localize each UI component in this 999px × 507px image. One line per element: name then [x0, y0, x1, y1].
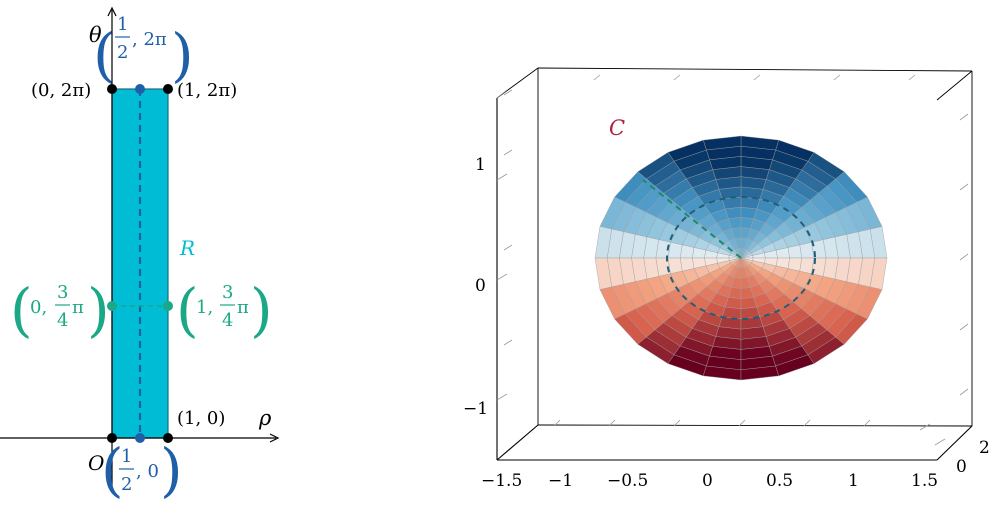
mid-bottom-num: 1 [121, 446, 132, 467]
side-right-label: ( 1, 3 4 π ) [176, 276, 273, 344]
surface-patch [870, 257, 888, 290]
y-tick-label: 0 [956, 457, 967, 477]
side-left-paren-left: ( [10, 276, 33, 344]
surface-label: C [609, 116, 625, 140]
left-panel: θ ρ O R (0, 2π) (1, 2π) (1, 0) ( 1 2 , 2… [0, 6, 280, 504]
side-right-suffix: π [237, 297, 249, 318]
right-panel: C −1.5 −1 −0.5 0 0.5 1 1.5 0 2 1 0 −1 [463, 67, 990, 491]
mid-bottom-den: 2 [121, 474, 132, 495]
side-left-prefix: 0, [30, 297, 47, 318]
mid-top-paren-left: ( [93, 21, 116, 89]
x-tick-label: −0.5 [607, 471, 648, 491]
side-left-den: 4 [57, 310, 68, 331]
mid-bottom-label: ( 1 2 , 0 ) [101, 436, 183, 504]
side-left-num: 3 [57, 282, 68, 303]
y-tick-label: 2 [979, 438, 990, 458]
mid-top-den: 2 [117, 42, 128, 63]
surface-patch [787, 257, 803, 272]
x-axis-ticks: −1.5 −1 −0.5 0 0.5 1 1.5 [481, 471, 938, 491]
side-left-suffix: π [72, 297, 84, 318]
point-mid-bottom [135, 433, 145, 443]
side-left-paren-right: ) [87, 276, 110, 344]
point-top-left [107, 84, 117, 94]
side-right-num: 3 [222, 282, 233, 303]
mid-top-rest: , 2π [132, 29, 167, 50]
mid-top-num: 1 [117, 14, 128, 35]
mid-top-label: ( 1 2 , 2π ) [93, 14, 194, 89]
x-tick-label: −1.5 [481, 471, 522, 491]
origin-label: O [88, 451, 104, 475]
side-right-den: 4 [222, 310, 233, 331]
rho-axis-arrow [269, 433, 280, 443]
rho-axis-label: ρ [258, 406, 272, 430]
x-tick-label: 0.5 [766, 471, 793, 491]
point-side-left [107, 301, 117, 311]
surface-c [594, 135, 888, 381]
theta-axis-label: θ [89, 23, 102, 47]
corner-top-left-label: (0, 2π) [31, 80, 91, 101]
point-bottom-right [163, 433, 173, 443]
dashed-circle [666, 196, 816, 320]
z-tick-label: −1 [463, 399, 488, 419]
x-tick-label: 1.5 [911, 471, 938, 491]
z-tick-label: 0 [475, 276, 486, 296]
y-axis-ticks: 0 2 [956, 438, 990, 477]
point-top-right [163, 84, 173, 94]
surface-patch [679, 244, 695, 259]
point-mid-top [135, 84, 145, 94]
x-tick-label: 1 [848, 471, 859, 491]
corner-top-right-label: (1, 2π) [177, 80, 237, 101]
side-left-label: ( 0, 3 4 π ) [10, 276, 110, 344]
box-wall-ticks [496, 74, 969, 446]
dashed-radius [642, 179, 742, 259]
z-tick-label: 1 [475, 155, 486, 175]
point-side-right [163, 301, 173, 311]
mid-bottom-rest: , 0 [136, 461, 159, 482]
side-right-prefix: 1, [196, 297, 213, 318]
point-bottom-left [107, 433, 117, 443]
mid-bottom-paren-right: ) [160, 436, 183, 504]
side-right-paren-left: ( [176, 276, 199, 344]
x-tick-label: 0 [702, 471, 713, 491]
side-right-paren-right: ) [250, 276, 273, 344]
x-tick-label: −1 [548, 471, 573, 491]
theta-axis-arrow [107, 6, 117, 17]
mid-bottom-paren-left: ( [101, 436, 124, 504]
region-label: R [179, 236, 195, 260]
mid-top-paren-right: ) [171, 21, 194, 89]
z-axis-ticks: 1 0 −1 [463, 155, 488, 419]
corner-bottom-right-label: (1, 0) [177, 408, 225, 429]
